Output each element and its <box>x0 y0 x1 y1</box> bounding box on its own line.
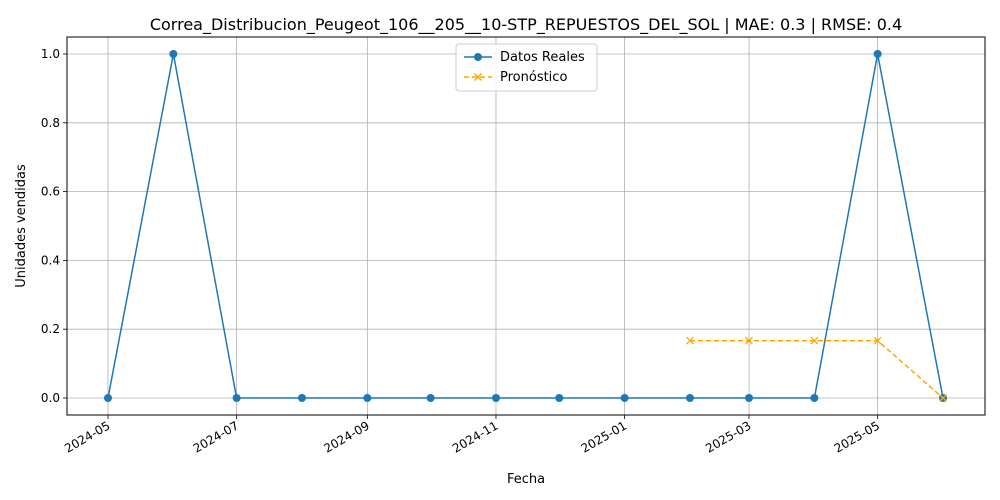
legend-marker <box>474 53 482 61</box>
series-actual <box>104 50 947 402</box>
legend-label: Pronóstico <box>500 70 567 85</box>
legend-label: Datos Reales <box>500 50 585 65</box>
data-point <box>620 394 629 402</box>
x-tick-label: 2025-05 <box>832 418 882 455</box>
data-point <box>426 394 435 402</box>
x-tick-label: 2024-05 <box>62 418 112 455</box>
x-tick-label: 2025-01 <box>579 418 629 455</box>
data-point <box>873 336 882 345</box>
y-tick-label: 0.6 <box>41 185 60 199</box>
data-point <box>939 394 947 402</box>
data-point <box>745 394 754 402</box>
data-point <box>685 394 694 402</box>
x-axis-ticks: 2024-05 2024-07 2024-09 2024-11 2025-01 2025-… <box>62 415 882 456</box>
x-tick-label: 2024-07 <box>191 418 241 455</box>
y-tick-label: 0.4 <box>41 253 60 267</box>
series-line <box>107 53 944 399</box>
data-point <box>491 394 500 402</box>
plot-frame <box>66 36 986 416</box>
x-tick-label: 2025-03 <box>703 418 753 455</box>
data-point <box>169 50 178 58</box>
series-layer <box>104 50 947 402</box>
data-point <box>745 336 753 345</box>
data-point <box>104 394 112 402</box>
x-tick-label: 2024-11 <box>450 418 500 455</box>
data-point <box>810 394 819 402</box>
data-point <box>363 394 372 402</box>
legend-marker <box>474 73 482 81</box>
y-tick-label: 0.0 <box>41 391 60 405</box>
data-point <box>232 394 241 402</box>
data-point <box>555 394 564 402</box>
series-forecast <box>686 336 947 402</box>
y-axis-label: Unidades vendidas <box>14 164 29 288</box>
y-tick-label: 0.8 <box>41 116 60 130</box>
data-point <box>873 50 882 58</box>
legend-box <box>455 43 598 92</box>
x-tick-label: 2024-09 <box>321 418 371 455</box>
data-point <box>810 336 819 345</box>
data-point <box>297 394 306 402</box>
y-tick-label: 1.0 <box>41 47 60 61</box>
y-tick-label: 0.2 <box>41 322 60 336</box>
data-point <box>686 336 694 345</box>
chart-title: Correa_Distribucion_Peugeot_106__205__10… <box>150 15 902 35</box>
y-axis-ticks: 0.0 0.2 0.4 0.6 0.8 1.0 <box>41 47 67 405</box>
x-axis-label: Fecha <box>507 472 545 487</box>
legend: Datos Reales Pronóstico <box>455 43 598 92</box>
